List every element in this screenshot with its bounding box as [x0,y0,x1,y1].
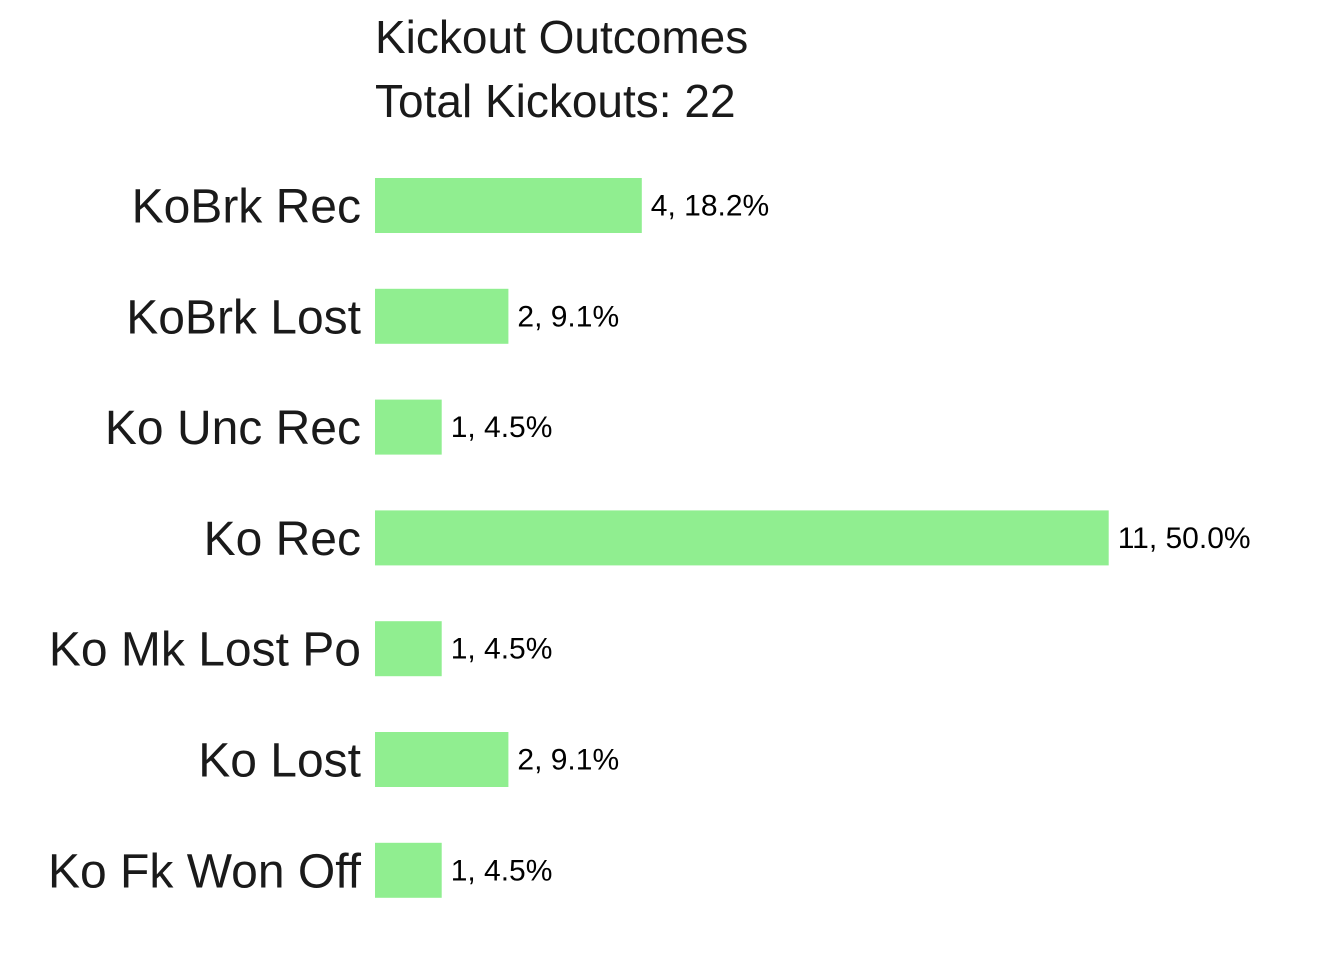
data-label: 2, 9.1% [517,300,619,333]
category-label: Ko Lost [198,735,361,788]
bar [375,621,442,677]
data-label: 1, 4.5% [451,854,553,887]
data-label: 1, 4.5% [451,633,553,666]
chart-title: Kickout Outcomes [375,11,748,63]
chart-subtitle: Total Kickouts: 22 [375,75,736,127]
data-label: 4, 18.2% [651,190,769,223]
category-label: Ko Mk Lost Po [49,624,361,677]
data-label: 11, 50.0% [1118,522,1251,555]
bar [375,732,509,787]
category-label: KoBrk Lost [126,291,361,344]
bar [375,178,642,233]
data-label: 1, 4.5% [451,411,553,444]
bar [375,510,1109,566]
bar [375,399,442,455]
data-label: 2, 9.1% [517,744,619,777]
bar [375,842,442,898]
category-label: Ko Fk Won Off [48,845,362,898]
category-label: Ko Unc Rec [105,402,361,455]
bars-group: KoBrk Rec 4, 18.2% KoBrk Lost 2, 9.1% Ko Unc… [48,178,1251,898]
bar [375,288,509,344]
category-label: KoBrk Rec [132,181,361,234]
category-label: Ko Rec [204,513,361,566]
